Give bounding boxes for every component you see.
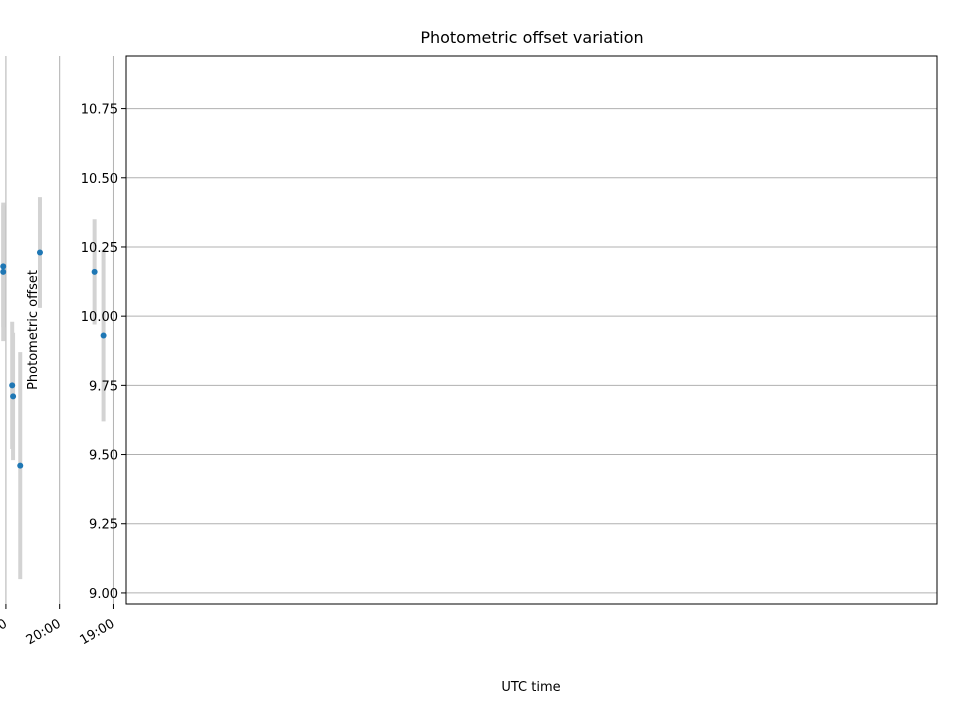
data-point bbox=[91, 268, 98, 275]
y-tick-label: 9.25 bbox=[89, 518, 118, 533]
data-point bbox=[10, 393, 17, 400]
data-point bbox=[0, 268, 7, 275]
data-point bbox=[0, 263, 7, 270]
y-tick-label: 10.00 bbox=[81, 310, 118, 325]
data-point bbox=[9, 382, 16, 389]
y-tick-label: 10.50 bbox=[81, 172, 118, 187]
gridlines bbox=[5, 56, 937, 604]
plot-frame bbox=[125, 55, 938, 605]
y-tick-label: 10.25 bbox=[81, 241, 118, 256]
y-tick-label: 9.00 bbox=[89, 587, 118, 602]
y-axis-label: Photometric offset bbox=[26, 270, 41, 390]
y-tick-label: 9.75 bbox=[89, 379, 118, 394]
y-tick-label: 9.50 bbox=[89, 449, 118, 464]
y-tick-label: 10.75 bbox=[81, 103, 118, 118]
data-point bbox=[36, 249, 43, 256]
chart-title: Photometric offset variation bbox=[420, 28, 643, 47]
x-axis-label: UTC time bbox=[501, 680, 560, 695]
y-axis-ticks: 9.00 9.25 9.50 9.75 10.00 10.25 10.50 10.75 bbox=[81, 103, 126, 602]
data-points bbox=[0, 249, 107, 469]
data-point bbox=[17, 462, 24, 469]
data-point bbox=[100, 332, 107, 339]
